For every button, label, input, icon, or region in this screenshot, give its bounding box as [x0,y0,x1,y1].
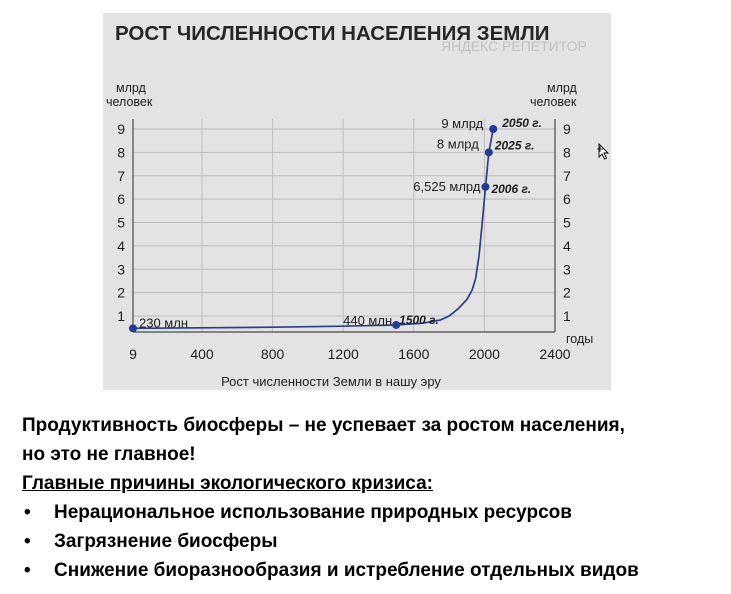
y-tick-left: 8 [117,144,125,160]
y-tick-left: 2 [117,285,125,301]
data-point [484,148,493,157]
x-tick-label: 800 [261,346,285,362]
text-block: Продуктивность биосферы – не успевает за… [22,411,722,585]
y-tick-left: 1 [117,308,125,324]
paragraph-line-2: но это не главное! [22,444,196,465]
data-label-value: 230 млн [139,315,188,330]
list-item-text: Загрязнение биосферы [54,531,278,552]
x-tick-label: 2400 [539,346,570,362]
y-tick-left: 5 [117,215,125,231]
watermark: ЯНДЕКС РЕПЕТИТОР [441,38,587,54]
data-label-value: 9 млрд [441,116,483,131]
paragraph-line-1: Продуктивность биосферы – не успевает за… [22,415,625,436]
data-label-year: 2006 г. [490,182,531,196]
y-tick-right: 1 [563,308,571,324]
list-item: • Загрязнение биосферы [22,527,722,556]
move-cursor-icon [597,142,610,160]
y-unit-right-line2: человек [530,95,577,109]
y-tick-right: 5 [563,215,571,231]
x-tick-label: 9 [129,346,137,362]
data-point [489,125,498,133]
y-tick-right: 8 [563,144,571,160]
data-label-value: 8 млрд [437,136,479,151]
causes-heading: Главные причины экологического кризиса: [22,473,433,494]
data-label-value: 6,525 млрд [413,179,481,194]
y-tick-right: 3 [563,261,571,277]
y-tick-right: 2 [563,285,571,301]
y-tick-right: 9 [563,121,571,137]
causes-list: • Нерациональное использование природных … [22,498,722,585]
y-unit-left-line2: человек [106,95,153,109]
data-label-year: 2050 г. [501,116,542,130]
y-tick-left: 6 [117,191,125,207]
y-unit-left-line1: млрд [116,81,147,95]
data-label-year: 1500 г. [399,313,439,327]
x-axis-label: Рост численности Земли в нашу эру [221,374,441,389]
data-point [129,324,137,333]
chart-title: РОСТ ЧИСЛЕННОСТИ НАСЕЛЕНИЯ ЗЕМЛИ [115,22,549,45]
list-item-text: Нерациональное использование природных р… [54,502,572,523]
series-line [132,128,495,330]
list-item: • Снижение биоразнообразия и истребление … [22,556,722,585]
y-tick-left: 4 [117,238,125,254]
y-tick-left: 3 [117,261,125,277]
y-unit-right-line1: млрд [547,81,578,95]
data-label-year: 2025 г. [494,138,535,152]
x-tick-label: 1600 [398,346,429,362]
y-tick-right: 6 [563,191,571,207]
x-tick-label: 2000 [469,346,500,362]
bullet-icon: • [24,502,31,523]
x-tick-label: 1200 [328,346,359,362]
chart-card: РОСТ ЧИСЛЕННОСТИ НАСЕЛЕНИЯ ЗЕМЛИ ЯНДЕКС Р… [103,13,611,390]
y-tick-right: 7 [563,168,571,184]
y-tick-left: 7 [117,168,125,184]
data-point [481,182,490,191]
x-tick-label: 400 [190,346,214,362]
y-tick-left: 9 [117,121,125,137]
data-point [392,320,401,329]
list-item: • Нерациональное использование природных … [22,498,722,527]
list-item-text: Снижение биоразнообразия и истребление о… [54,560,639,581]
bullet-icon: • [24,531,31,552]
x-unit-label: годы [566,332,593,346]
bullet-icon: • [24,560,31,581]
data-label-value: 440 млн [343,313,392,328]
y-tick-right: 4 [563,238,571,254]
